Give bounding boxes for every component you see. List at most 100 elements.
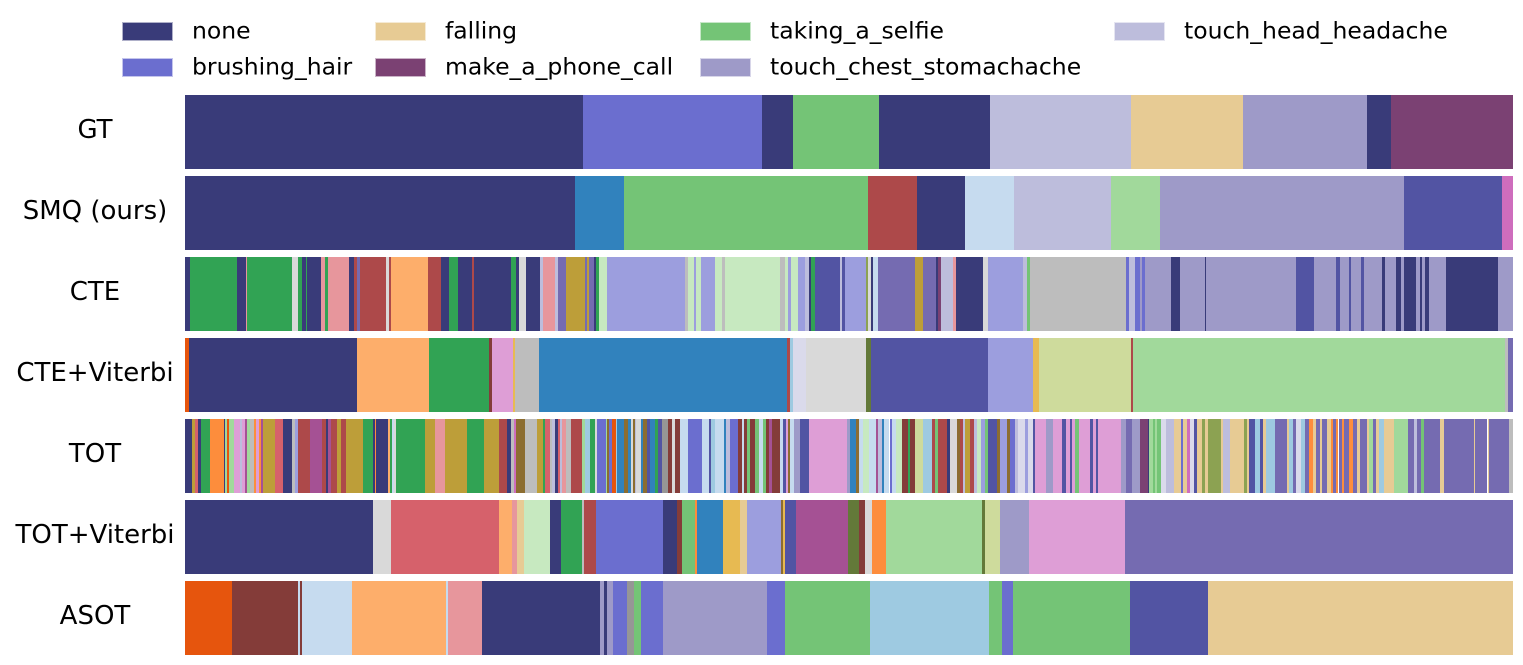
- segment: [747, 419, 750, 493]
- segment: [584, 500, 596, 574]
- segment: [922, 257, 936, 331]
- segment: [1509, 419, 1513, 493]
- segment: [307, 257, 321, 331]
- segment: [1174, 419, 1181, 493]
- segment: [1401, 257, 1404, 331]
- segment: [1140, 419, 1148, 493]
- segment: [1015, 419, 1018, 493]
- segment: [722, 257, 725, 331]
- segment: [1207, 419, 1222, 493]
- segment: [938, 419, 947, 493]
- segment: [999, 500, 1029, 574]
- segment: [634, 419, 637, 493]
- segment: [1130, 338, 1133, 412]
- segment: [298, 257, 302, 331]
- segment: [1017, 419, 1026, 493]
- segment: [328, 257, 349, 331]
- segment: [617, 419, 624, 493]
- segment: [229, 419, 234, 493]
- segment: [185, 581, 232, 655]
- segment: [711, 419, 716, 493]
- segment: [392, 419, 395, 493]
- legend-label: taking_a_selfie: [770, 16, 944, 45]
- segment: [356, 338, 429, 412]
- legend-swatch: [700, 57, 751, 77]
- segment: [624, 176, 868, 250]
- segment: [886, 500, 983, 574]
- segment: [310, 419, 323, 493]
- segment: [687, 419, 703, 493]
- segment: [964, 176, 1014, 250]
- segment: [524, 419, 537, 493]
- segment: [1153, 419, 1155, 493]
- segment: [988, 338, 1034, 412]
- segment: [743, 419, 747, 493]
- segment: [1157, 419, 1162, 493]
- segment: [447, 581, 482, 655]
- segment: [715, 257, 723, 331]
- segment: [247, 257, 293, 331]
- segment: [596, 257, 599, 331]
- segment: [1145, 257, 1172, 331]
- segment: [1312, 419, 1316, 493]
- segment: [1420, 257, 1423, 331]
- segment: [869, 419, 876, 493]
- segment: [434, 419, 446, 493]
- segment: [1000, 419, 1007, 493]
- segment: [575, 176, 625, 250]
- segment: [1338, 419, 1342, 493]
- segment: [845, 257, 866, 331]
- segment: [515, 338, 540, 412]
- segment: [1181, 419, 1184, 493]
- segment: [726, 419, 731, 493]
- segment: [582, 419, 585, 493]
- segment: [239, 419, 243, 493]
- segment: [790, 419, 794, 493]
- segment: [696, 500, 723, 574]
- segment: [763, 419, 766, 493]
- segment: [249, 419, 254, 493]
- segment: [809, 257, 811, 331]
- segment: [1333, 419, 1336, 493]
- segment: [566, 257, 585, 331]
- segment: [1126, 257, 1129, 331]
- segment: [788, 419, 791, 493]
- segment: [1293, 419, 1297, 493]
- segment: [1045, 419, 1054, 493]
- segment: [554, 257, 559, 331]
- segment: [301, 581, 304, 655]
- segment: [1160, 176, 1404, 250]
- segment: [1223, 419, 1230, 493]
- segment: [1296, 419, 1301, 493]
- segment: [1061, 419, 1066, 493]
- segment: [1416, 419, 1421, 493]
- segment: [613, 581, 627, 655]
- segment: [1356, 419, 1360, 493]
- segment: [1445, 257, 1498, 331]
- segment: [445, 581, 448, 655]
- segment: [1309, 419, 1313, 493]
- segment: [185, 95, 583, 169]
- segment: [1090, 419, 1093, 493]
- segment: [481, 581, 600, 655]
- segment: [584, 419, 590, 493]
- segment: [1026, 257, 1030, 331]
- segment: [558, 257, 566, 331]
- segment: [1314, 257, 1336, 331]
- segment: [1296, 257, 1315, 331]
- segment: [786, 338, 790, 412]
- segment: [554, 419, 558, 493]
- segment: [1422, 257, 1425, 331]
- segment: [1260, 419, 1263, 493]
- segment: [1343, 419, 1350, 493]
- segment: [1079, 419, 1091, 493]
- segment: [1194, 419, 1197, 493]
- segment: [511, 500, 517, 574]
- row-label: ASOT: [59, 601, 131, 631]
- segment: [260, 419, 263, 493]
- legend-item-taking-a-selfie: taking_a_selfie: [700, 16, 944, 44]
- segment: [915, 257, 923, 331]
- segment: [856, 419, 860, 493]
- segment: [283, 419, 292, 493]
- segment: [1022, 257, 1027, 331]
